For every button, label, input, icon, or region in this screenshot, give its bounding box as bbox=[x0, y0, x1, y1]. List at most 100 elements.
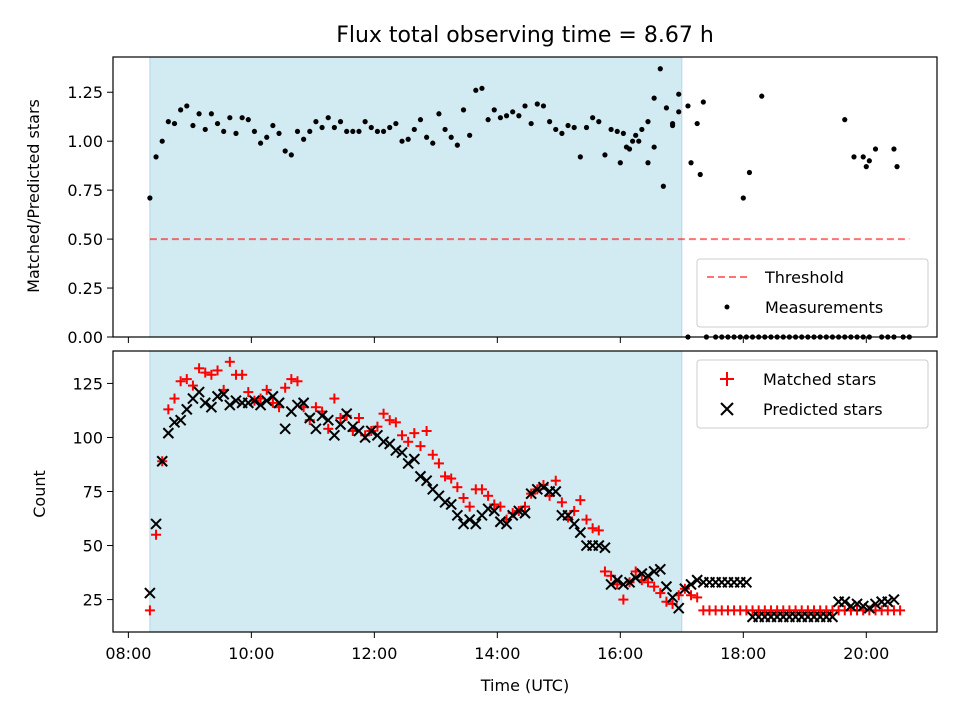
ratio-x-ticks bbox=[127, 337, 867, 343]
measurement-point bbox=[356, 128, 362, 135]
predicted-star-point bbox=[488, 505, 500, 517]
measurement-point bbox=[350, 128, 356, 135]
predicted-star-point-b bbox=[506, 509, 519, 521]
legend-matched-swatch bbox=[720, 372, 734, 386]
matched-star-point bbox=[642, 577, 653, 588]
predicted-star-point bbox=[414, 470, 427, 483]
predicted-star-point bbox=[617, 578, 630, 591]
measurement-point bbox=[473, 87, 479, 93]
predicted-star-point-b bbox=[869, 598, 882, 610]
predicted-star-point bbox=[279, 423, 291, 435]
predicted-star-point-b bbox=[642, 570, 654, 582]
predicted-star-point-b bbox=[365, 425, 377, 437]
matched-star-point bbox=[661, 596, 672, 607]
measurement-point bbox=[178, 107, 184, 113]
predicted-star-point bbox=[537, 481, 550, 493]
predicted-star-point-b bbox=[261, 395, 273, 407]
measurement-point bbox=[165, 119, 171, 125]
predicted-star-point-b bbox=[666, 591, 679, 604]
count-y-tick-label: 25 bbox=[83, 591, 103, 610]
measurement-point bbox=[405, 136, 411, 142]
measurement-point bbox=[651, 95, 657, 101]
predicted-star-point-b bbox=[648, 565, 660, 578]
measurement-point bbox=[534, 101, 540, 107]
measurement-point bbox=[540, 103, 547, 109]
measurement-point bbox=[657, 66, 663, 72]
predicted-star-point bbox=[740, 576, 753, 588]
predicted-star-point bbox=[599, 541, 611, 554]
predicted-star-point-b bbox=[629, 572, 642, 584]
ratio-y-tick-label: 1.00 bbox=[67, 132, 103, 151]
measurement-point bbox=[590, 115, 596, 121]
legend-measurements-swatch bbox=[724, 304, 730, 310]
predicted-star-point-b bbox=[537, 481, 550, 493]
observing-window-shade bbox=[149, 56, 683, 338]
measurement-point bbox=[553, 126, 559, 133]
matched-star-point bbox=[587, 523, 598, 534]
predicted-star-point-b bbox=[863, 602, 876, 614]
measurement-point bbox=[740, 195, 746, 201]
measurement-point bbox=[147, 195, 153, 201]
predicted-star-point-b bbox=[150, 518, 162, 530]
measurement-point bbox=[448, 134, 454, 140]
predicted-star-point-b bbox=[396, 446, 408, 459]
predicted-star-point bbox=[310, 423, 322, 435]
matched-stars-points bbox=[144, 356, 906, 616]
predicted-star-point bbox=[199, 397, 211, 409]
measurement-point bbox=[479, 85, 485, 91]
predicted-star-point-b bbox=[519, 507, 531, 519]
predicted-star-point-b bbox=[433, 490, 445, 502]
predicted-star-point-b bbox=[562, 509, 574, 521]
predicted-star-point bbox=[500, 518, 513, 530]
predicted-star-point-b bbox=[550, 485, 562, 498]
predicted-star-point bbox=[642, 570, 654, 582]
observing-window-shade-bottom bbox=[149, 350, 683, 633]
measurement-point bbox=[319, 124, 325, 131]
predicted-star-point-b bbox=[310, 423, 322, 435]
predicted-star-point-b bbox=[636, 567, 648, 580]
matched-star-point bbox=[458, 492, 469, 503]
predicted-star-point-b bbox=[408, 453, 421, 465]
predicted-star-point-b bbox=[193, 386, 205, 398]
matched-star-point bbox=[464, 501, 475, 512]
measurement-point bbox=[503, 113, 510, 119]
measurement-point bbox=[614, 128, 620, 135]
measurement-point bbox=[442, 126, 448, 133]
count-y-tick-label: 75 bbox=[83, 483, 103, 502]
measurement-point bbox=[380, 128, 387, 135]
ratio-y-label: Matched/Predicted stars bbox=[24, 99, 43, 293]
predicted-star-point bbox=[845, 600, 857, 612]
matched-star-point bbox=[483, 490, 494, 501]
matched-star-point bbox=[667, 598, 678, 609]
predicted-star-point-b bbox=[660, 580, 673, 593]
predicted-star-point bbox=[347, 420, 359, 433]
matched-star-point bbox=[409, 428, 420, 439]
predicted-star-point-b bbox=[691, 574, 703, 586]
predicted-star-point bbox=[365, 425, 377, 437]
predicted-star-point bbox=[451, 509, 464, 521]
matched-star-point bbox=[169, 393, 180, 404]
time-x-tick-label: 10:00 bbox=[228, 644, 274, 663]
matched-star-point bbox=[446, 473, 457, 484]
matched-star-point bbox=[427, 449, 438, 460]
matched-star-point bbox=[378, 408, 389, 419]
matched-star-point bbox=[151, 529, 162, 540]
count-y-tick-label: 50 bbox=[83, 537, 103, 556]
measurement-point bbox=[700, 99, 706, 105]
predicted-star-point bbox=[457, 518, 470, 530]
ratio-y-tick-label: 0.75 bbox=[67, 181, 103, 200]
predicted-star-point-b bbox=[181, 403, 193, 416]
predicted-star-point bbox=[211, 390, 224, 403]
measurement-point bbox=[294, 128, 301, 135]
measurement-point bbox=[894, 164, 900, 170]
predicted-star-point bbox=[654, 563, 666, 576]
predicted-star-point-b bbox=[888, 593, 900, 606]
measurement-point bbox=[454, 142, 460, 148]
ratio-panel: 0.00 0.25 0.50 0.75 1.00 1.25 Matched/Predict… bbox=[24, 56, 938, 347]
predicted-star-point-b bbox=[217, 388, 230, 400]
matched-star-point bbox=[599, 566, 610, 577]
measurement-point bbox=[842, 117, 848, 123]
measurement-point bbox=[233, 130, 239, 136]
matched-star-point bbox=[194, 363, 205, 374]
legend-threshold-label: Threshold bbox=[764, 268, 844, 287]
